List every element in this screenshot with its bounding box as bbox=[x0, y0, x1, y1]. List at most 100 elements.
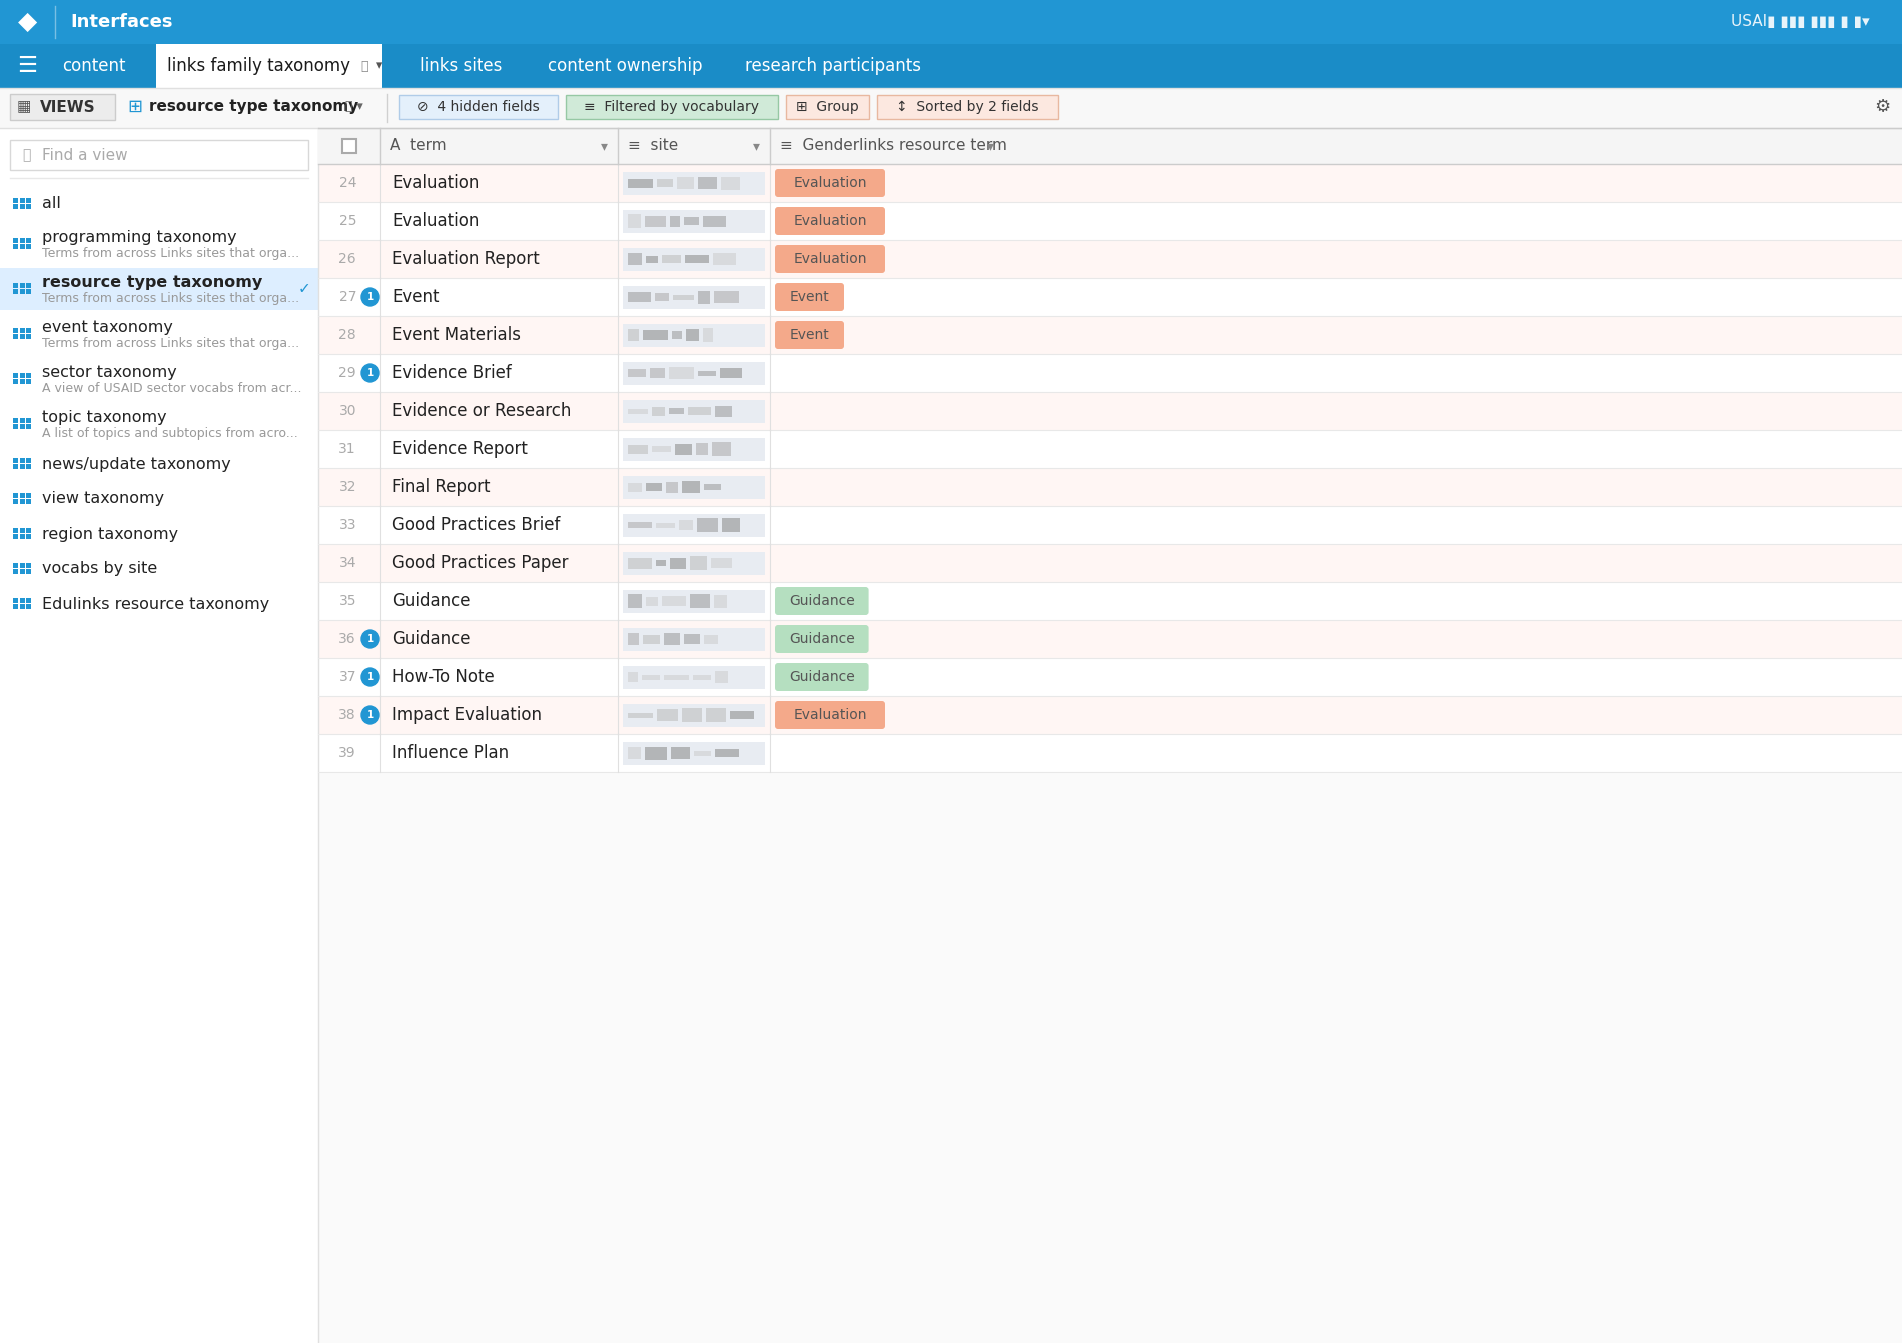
Bar bbox=[27, 328, 30, 333]
Bar bbox=[683, 481, 700, 493]
Bar bbox=[318, 128, 380, 164]
Text: How-To Note: How-To Note bbox=[392, 667, 495, 686]
Text: event taxonomy: event taxonomy bbox=[42, 320, 173, 336]
FancyBboxPatch shape bbox=[774, 321, 844, 349]
Bar bbox=[13, 244, 17, 248]
Bar bbox=[628, 369, 647, 377]
Bar bbox=[628, 633, 639, 645]
Bar bbox=[13, 463, 17, 469]
Bar bbox=[698, 290, 709, 304]
Bar bbox=[399, 95, 557, 120]
Text: Evaluation: Evaluation bbox=[392, 212, 479, 230]
Bar bbox=[628, 214, 641, 228]
Text: ↕  Sorted by 2 fields: ↕ Sorted by 2 fields bbox=[896, 99, 1038, 114]
FancyBboxPatch shape bbox=[774, 169, 884, 197]
Bar bbox=[13, 289, 17, 294]
Bar bbox=[624, 172, 765, 195]
Bar bbox=[628, 557, 652, 568]
Bar bbox=[628, 594, 643, 608]
Bar bbox=[696, 518, 717, 532]
Bar bbox=[730, 710, 753, 719]
Bar bbox=[10, 94, 114, 120]
Bar bbox=[318, 316, 1902, 355]
Bar bbox=[318, 201, 1902, 240]
Bar bbox=[647, 255, 658, 262]
Bar bbox=[673, 294, 694, 299]
Bar bbox=[723, 518, 740, 532]
Text: content ownership: content ownership bbox=[548, 56, 704, 75]
Bar bbox=[318, 355, 1902, 392]
Bar bbox=[27, 563, 30, 568]
Text: 33: 33 bbox=[339, 518, 356, 532]
Bar bbox=[19, 535, 25, 539]
Bar bbox=[27, 604, 30, 608]
Bar bbox=[645, 215, 666, 227]
Bar bbox=[13, 424, 17, 428]
Text: 39: 39 bbox=[339, 745, 356, 760]
Text: Interfaces: Interfaces bbox=[70, 13, 173, 31]
Bar bbox=[715, 406, 732, 416]
Bar bbox=[628, 482, 643, 492]
Text: USAI▮ ▮▮▮ ▮▮▮ ▮ ▮▾: USAI▮ ▮▮▮ ▮▮▮ ▮ ▮▾ bbox=[1731, 15, 1870, 30]
Bar bbox=[704, 483, 721, 490]
Bar bbox=[715, 749, 740, 757]
Text: Event: Event bbox=[392, 287, 439, 306]
Bar bbox=[786, 95, 869, 120]
Text: Find a view: Find a view bbox=[42, 148, 127, 163]
Bar bbox=[624, 666, 765, 689]
Bar bbox=[624, 704, 765, 727]
Text: 37: 37 bbox=[339, 670, 356, 684]
Text: ◆: ◆ bbox=[17, 9, 38, 34]
Text: ⊘  4 hidden fields: ⊘ 4 hidden fields bbox=[417, 99, 540, 114]
Bar bbox=[19, 563, 25, 568]
FancyBboxPatch shape bbox=[774, 244, 884, 273]
Text: Event: Event bbox=[789, 328, 829, 342]
Text: Impact Evaluation: Impact Evaluation bbox=[392, 706, 542, 724]
Bar bbox=[694, 751, 711, 756]
Text: links family taxonomy: links family taxonomy bbox=[167, 56, 350, 75]
Text: all: all bbox=[42, 196, 61, 211]
Bar bbox=[711, 442, 730, 457]
Text: 35: 35 bbox=[339, 594, 356, 608]
Bar bbox=[679, 520, 692, 530]
Bar bbox=[27, 418, 30, 423]
Bar bbox=[624, 741, 765, 766]
Text: 1: 1 bbox=[367, 710, 373, 720]
Bar bbox=[643, 674, 660, 680]
Bar bbox=[13, 328, 17, 333]
Bar bbox=[713, 252, 736, 265]
Bar bbox=[656, 522, 675, 528]
Bar bbox=[19, 500, 25, 504]
Bar bbox=[318, 430, 1902, 467]
Bar bbox=[318, 506, 1902, 544]
Bar bbox=[689, 407, 711, 415]
Text: A view of USAID sector vocabs from acr...: A view of USAID sector vocabs from acr..… bbox=[42, 381, 302, 395]
Bar bbox=[19, 373, 25, 377]
Text: Influence Plan: Influence Plan bbox=[392, 744, 510, 761]
Bar bbox=[698, 371, 715, 376]
FancyBboxPatch shape bbox=[774, 207, 884, 235]
Bar bbox=[318, 772, 1902, 1343]
Bar bbox=[27, 500, 30, 504]
Bar bbox=[13, 569, 17, 573]
Bar bbox=[715, 672, 728, 684]
Text: ⓘ ▾: ⓘ ▾ bbox=[337, 101, 363, 114]
Bar bbox=[624, 475, 765, 500]
Bar bbox=[670, 367, 694, 379]
Text: Guidance: Guidance bbox=[392, 630, 470, 649]
Bar bbox=[671, 330, 683, 338]
Bar bbox=[692, 674, 711, 680]
Bar bbox=[656, 709, 677, 721]
Circle shape bbox=[361, 630, 378, 649]
Bar bbox=[690, 556, 708, 569]
Bar bbox=[342, 138, 356, 153]
Bar bbox=[628, 445, 649, 454]
Bar bbox=[27, 244, 30, 248]
Text: ▦: ▦ bbox=[17, 99, 30, 114]
Bar bbox=[10, 140, 308, 171]
Text: 38: 38 bbox=[339, 708, 356, 723]
Bar bbox=[19, 283, 25, 287]
Bar bbox=[19, 569, 25, 573]
Circle shape bbox=[361, 667, 378, 686]
Bar bbox=[628, 672, 637, 682]
